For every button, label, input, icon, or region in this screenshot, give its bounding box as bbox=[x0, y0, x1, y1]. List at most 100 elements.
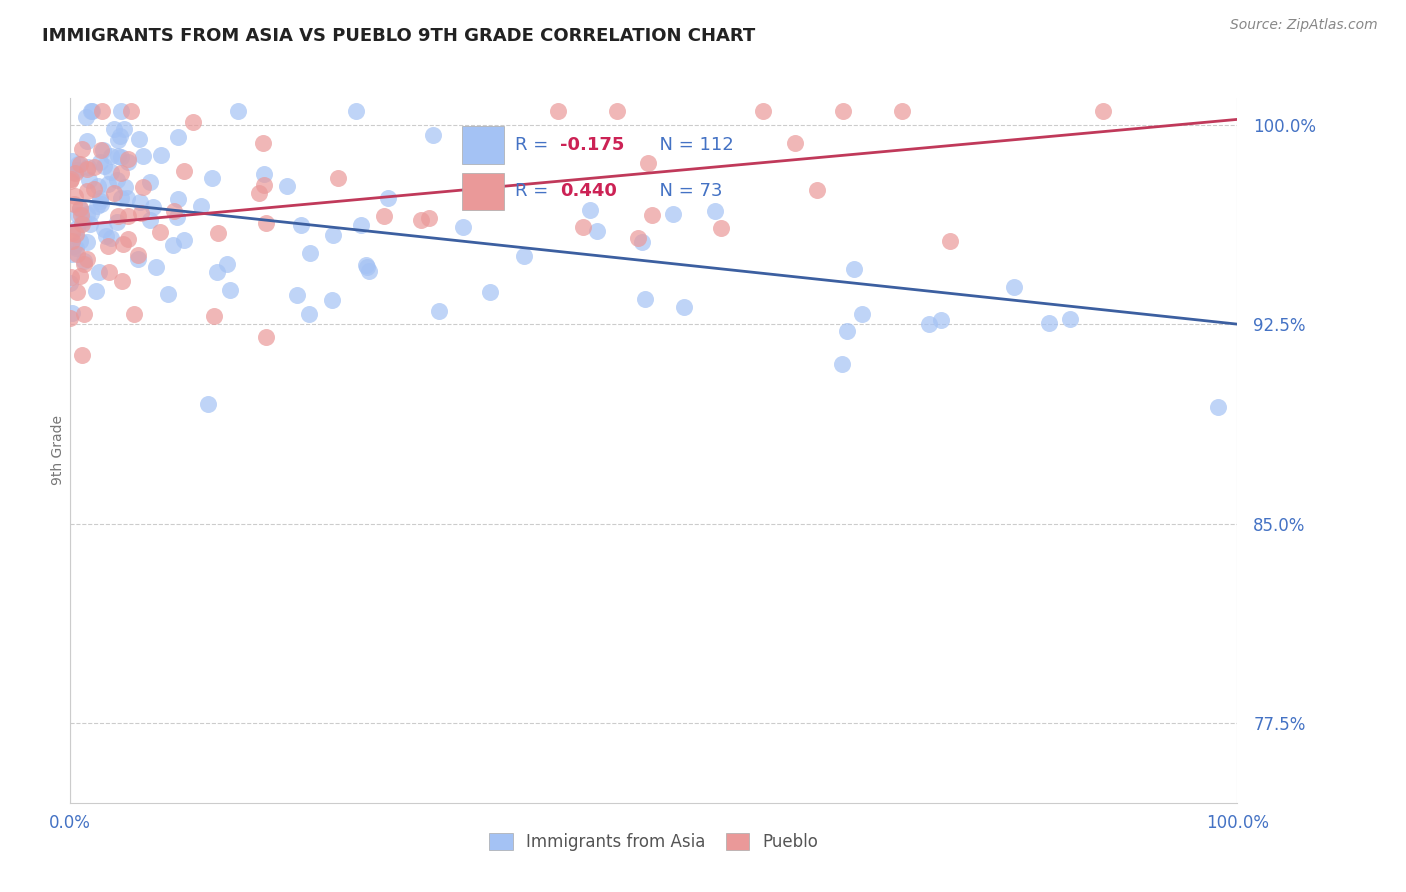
Point bbox=[76, 252, 98, 266]
Point bbox=[67, 157, 90, 171]
Point bbox=[167, 192, 190, 206]
Point bbox=[207, 226, 229, 240]
Point bbox=[107, 149, 129, 163]
Point bbox=[65, 227, 87, 241]
Point bbox=[149, 225, 172, 239]
Point bbox=[162, 238, 184, 252]
Point bbox=[69, 201, 91, 215]
Point bbox=[76, 161, 98, 176]
Point bbox=[100, 164, 122, 178]
Point bbox=[107, 133, 129, 147]
Point bbox=[117, 232, 139, 246]
Point bbox=[89, 191, 111, 205]
Point bbox=[356, 260, 378, 275]
Point bbox=[252, 136, 274, 151]
Point bbox=[427, 304, 450, 318]
Point bbox=[142, 201, 165, 215]
Point bbox=[891, 104, 914, 119]
Point bbox=[513, 249, 536, 263]
Point bbox=[254, 216, 277, 230]
Point bbox=[122, 307, 145, 321]
Point bbox=[167, 129, 190, 144]
Point bbox=[83, 182, 105, 196]
Point bbox=[76, 160, 98, 174]
Point bbox=[806, 183, 828, 197]
Point bbox=[63, 197, 86, 211]
Point bbox=[128, 195, 150, 210]
Point bbox=[226, 104, 249, 119]
Point bbox=[59, 173, 82, 187]
Point bbox=[752, 104, 775, 119]
Point bbox=[69, 268, 91, 283]
Point bbox=[354, 258, 377, 272]
Point bbox=[918, 317, 941, 331]
Point bbox=[62, 165, 84, 179]
Point bbox=[111, 275, 134, 289]
Point bbox=[637, 156, 659, 170]
Point bbox=[139, 213, 162, 227]
Point bbox=[1038, 316, 1060, 330]
Point bbox=[285, 287, 308, 301]
Point bbox=[110, 150, 132, 164]
Point bbox=[60, 226, 83, 240]
Point bbox=[89, 194, 111, 208]
Point bbox=[111, 237, 134, 252]
Point bbox=[100, 149, 122, 163]
Point bbox=[86, 198, 108, 212]
Point bbox=[63, 166, 86, 180]
Point bbox=[173, 233, 195, 247]
Point bbox=[572, 219, 595, 234]
Point bbox=[132, 180, 155, 194]
Point bbox=[76, 235, 98, 250]
Point bbox=[91, 143, 114, 157]
Point bbox=[103, 122, 125, 136]
Point bbox=[103, 186, 125, 201]
Point bbox=[76, 110, 98, 124]
Point bbox=[110, 166, 132, 180]
Point bbox=[451, 219, 474, 234]
Point bbox=[65, 241, 87, 255]
Point bbox=[70, 208, 93, 222]
Point bbox=[72, 348, 94, 362]
Point bbox=[156, 286, 179, 301]
Point bbox=[929, 313, 952, 327]
Point bbox=[97, 178, 120, 192]
Point bbox=[276, 178, 298, 193]
Point bbox=[785, 136, 807, 151]
Point bbox=[84, 284, 107, 298]
Point bbox=[83, 160, 105, 174]
Point bbox=[710, 221, 733, 235]
Point bbox=[606, 104, 628, 119]
Point bbox=[60, 235, 83, 249]
Point bbox=[73, 307, 96, 321]
Point bbox=[181, 115, 204, 129]
Point bbox=[197, 396, 219, 410]
Point bbox=[100, 231, 122, 245]
Point bbox=[831, 357, 853, 371]
Point bbox=[105, 173, 128, 187]
Point bbox=[344, 104, 367, 119]
Point bbox=[70, 217, 93, 231]
Legend: Immigrants from Asia, Pueblo: Immigrants from Asia, Pueblo bbox=[482, 826, 825, 858]
Point bbox=[105, 215, 128, 229]
Point bbox=[127, 252, 149, 266]
Point bbox=[128, 132, 150, 146]
Point bbox=[132, 149, 155, 163]
Point bbox=[162, 204, 184, 219]
Point bbox=[66, 208, 89, 222]
Point bbox=[93, 221, 115, 235]
Point bbox=[117, 191, 139, 205]
Point bbox=[202, 310, 225, 324]
Point bbox=[127, 248, 149, 262]
Point bbox=[73, 257, 96, 271]
Point bbox=[585, 224, 607, 238]
Point bbox=[76, 207, 98, 221]
Point bbox=[1091, 104, 1114, 119]
Point bbox=[112, 121, 135, 136]
Point bbox=[139, 175, 162, 189]
Point bbox=[66, 163, 89, 178]
Point bbox=[70, 142, 93, 156]
Point bbox=[298, 246, 321, 260]
Point bbox=[634, 292, 657, 306]
Point bbox=[641, 208, 664, 222]
